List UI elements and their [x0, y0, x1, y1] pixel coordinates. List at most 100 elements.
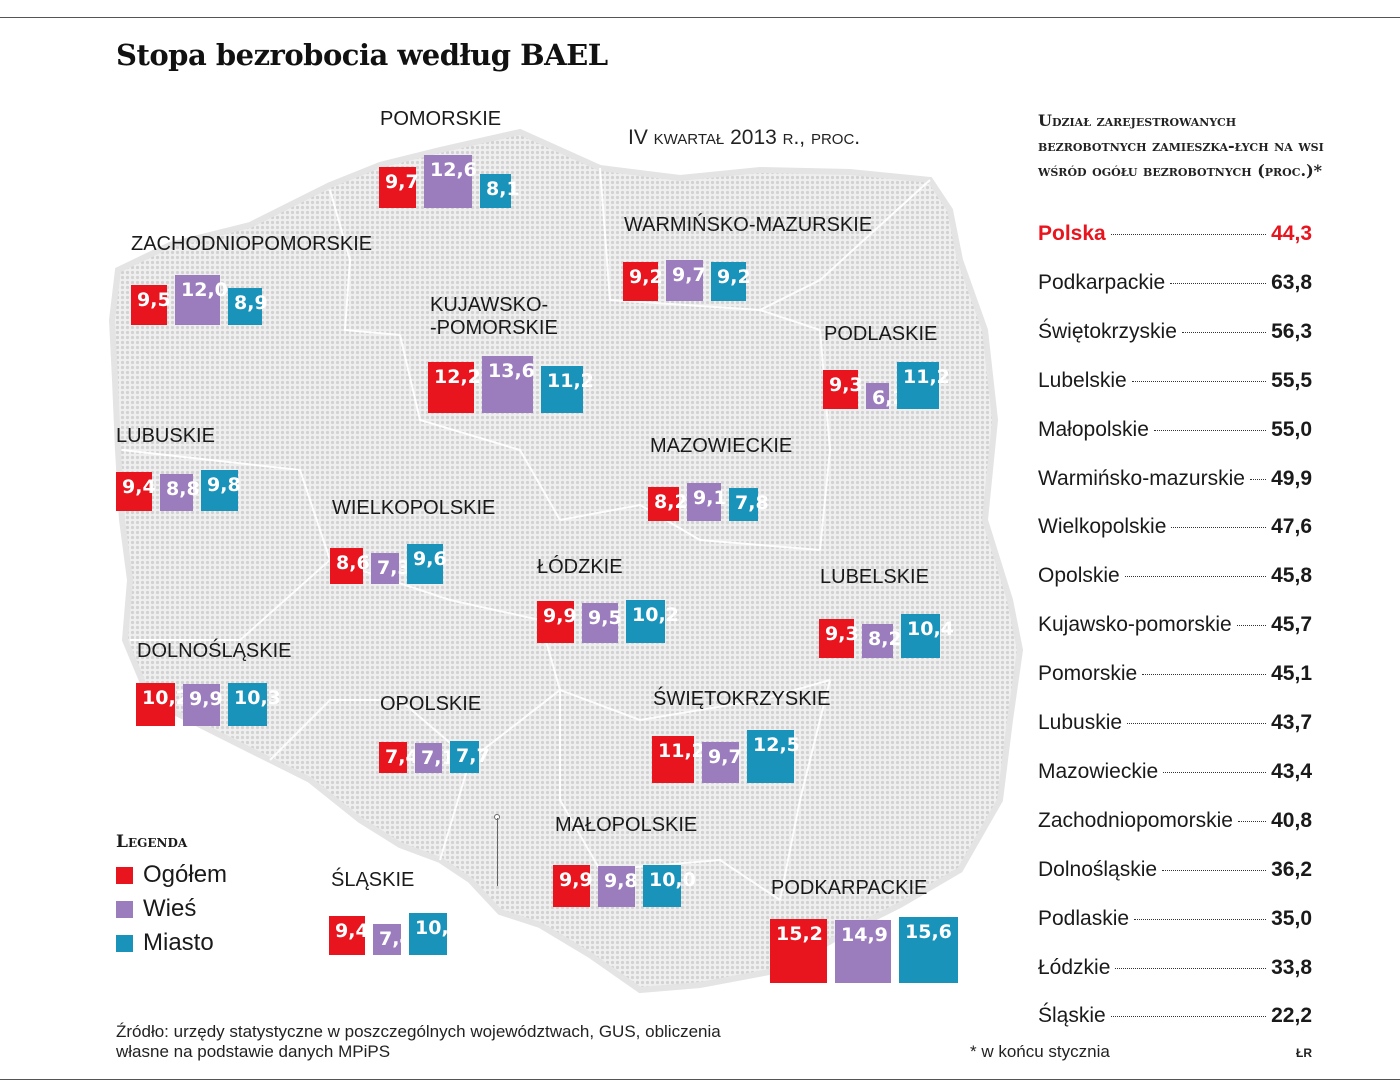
- source-text: Źródło: urzędy statystyczne w poszczegól…: [116, 1022, 721, 1061]
- bar-podlaskie-miasto: 11,2: [897, 362, 950, 409]
- bar-value-label: 10,4: [907, 618, 954, 640]
- bar-value-label: 7,1: [421, 747, 455, 769]
- ranking-label: Dolnośląskie: [1038, 858, 1158, 881]
- legend: Legenda Ogółem Wieś Miasto: [116, 832, 227, 960]
- bar-warmińsko-mazurskie-wies: 9,7: [666, 260, 706, 301]
- bar-value-label: 9,4: [122, 476, 156, 498]
- ranking-label: Mazowieckie: [1038, 760, 1159, 783]
- bar-value-label: 12,6: [430, 159, 477, 181]
- footnote: * w końcu stycznia: [970, 1042, 1110, 1061]
- ranking-dot-leader: [1162, 870, 1267, 871]
- bar-value-label: 10,2: [632, 604, 679, 626]
- ranking-dot-leader: [1171, 527, 1267, 528]
- legend-swatch-ogolem: [116, 866, 133, 884]
- ranking-dot-leader: [1170, 283, 1267, 284]
- bar-podlaskie-wies: 6,2: [866, 383, 906, 409]
- bar-małopolskie-wies: 9,8: [598, 866, 638, 907]
- ranking-value: 63,8: [1271, 271, 1312, 294]
- bar-lubuskie-wies: 8,8: [160, 474, 200, 511]
- ranking-value: 35,0: [1271, 907, 1312, 930]
- ranking-row: Lubuskie 43,7: [1038, 711, 1312, 737]
- bar-podkarpackie-ogolem: 15,2: [770, 919, 827, 983]
- bar-value-label: 9,8: [604, 870, 638, 892]
- bar-dolnośląskie-ogolem: 10,2: [136, 683, 189, 726]
- bar-śląskie-wies: 7,4: [373, 924, 413, 955]
- ranking-label: Łódzkie: [1038, 956, 1111, 979]
- ranking-dot-leader: [1163, 772, 1267, 773]
- ranking-value: 45,8: [1271, 564, 1312, 587]
- bar-śląskie-miasto: 10,0: [409, 913, 462, 955]
- bar-value-label: 9,7: [672, 264, 706, 286]
- ranking-row: Śląskie 22,2: [1038, 1004, 1312, 1030]
- bar-wielkopolskie-miasto: 9,6: [407, 544, 447, 584]
- region-label-mazowieckie: MAZOWIECKIE: [650, 435, 793, 457]
- ranking-row: Podlaskie 35,0: [1038, 907, 1312, 933]
- bar-warmińsko-mazurskie-miasto: 9,2: [711, 262, 751, 301]
- bar-dolnośląskie-miasto: 10,3: [228, 683, 281, 726]
- bar-zachodniopomorskie-wies: 12,0: [175, 275, 228, 325]
- ranking-label: Śląskie: [1038, 1004, 1106, 1027]
- ranking-dot-leader: [1127, 723, 1267, 724]
- bar-value-label: 7,7: [456, 745, 490, 767]
- bar-podlaskie-ogolem: 9,3: [823, 370, 863, 409]
- bar-łódzkie-ogolem: 9,9: [537, 601, 577, 643]
- bar-opolskie-wies: 7,1: [415, 743, 455, 773]
- bar-value-label: 9,2: [717, 266, 751, 288]
- region-label-lubuskie: LUBUSKIE: [116, 425, 215, 447]
- bar-value-label: 9,9: [543, 605, 577, 627]
- bar-value-label: 8,9: [234, 292, 268, 314]
- ranking-dot-leader: [1110, 234, 1267, 235]
- ranking-value: 55,0: [1271, 418, 1312, 441]
- bar-mazowieckie-miasto: 7,8: [729, 488, 769, 521]
- ranking-label: Lubelskie: [1038, 369, 1127, 392]
- ranking-label: Kujawsko-pomorskie: [1038, 613, 1232, 636]
- bar-mazowieckie-ogolem: 8,2: [648, 487, 688, 521]
- bar-value-label: 9,2: [629, 266, 663, 288]
- region-label-wielkopolskie: WIELKOPOLSKIE: [332, 497, 496, 519]
- legend-item-miasto: Miasto: [116, 926, 227, 960]
- ranking-dot-leader: [1131, 381, 1267, 382]
- ranking-value: 43,7: [1271, 711, 1312, 734]
- ranking-row: Polska 44,3: [1038, 222, 1312, 248]
- bar-opolskie-ogolem: 7,4: [379, 742, 419, 773]
- ranking-row: Małopolskie 55,0: [1038, 418, 1312, 444]
- legend-label-wies: Wieś: [143, 895, 197, 922]
- bar-świętokrzyskie-miasto: 12,5: [747, 730, 800, 783]
- ranking-label: Lubuskie: [1038, 711, 1123, 734]
- bar-value-label: 8,8: [166, 478, 200, 500]
- ranking-label: Opolskie: [1038, 564, 1120, 587]
- bar-lubelskie-miasto: 10,4: [901, 614, 954, 658]
- bar-śląskie-ogolem: 9,4: [329, 916, 369, 955]
- bar-pomorskie-miasto: 8,1: [480, 174, 520, 208]
- bar-value-label: 8,6: [336, 552, 370, 574]
- chart-subtitle: IV kwartał 2013 r., proc.: [628, 126, 861, 149]
- ranking-value: 44,3: [1271, 222, 1312, 245]
- legend-swatch-wies: [116, 900, 133, 918]
- region-label-lubelskie: LUBELSKIE: [820, 566, 929, 588]
- ranking-value: 49,9: [1271, 467, 1312, 490]
- legend-item-wies: Wieś: [116, 892, 227, 926]
- bar-value-label: 9,7: [708, 746, 742, 768]
- ranking-label: Podkarpackie: [1038, 271, 1166, 294]
- ranking-value: 40,8: [1271, 809, 1312, 832]
- ranking-dot-leader: [1249, 479, 1267, 480]
- ranking-label: Wielkopolskie: [1038, 515, 1167, 538]
- ranking-label: Zachodniopomorskie: [1038, 809, 1233, 832]
- bar-podkarpackie-miasto: 15,6: [899, 917, 958, 983]
- ranking-row: Opolskie 45,8: [1038, 564, 1312, 590]
- bar-pomorskie-ogolem: 9,7: [379, 167, 419, 208]
- bar-kujawsko-pomorskie-wies: 13,6: [482, 356, 535, 413]
- bar-łódzkie-miasto: 10,2: [626, 600, 679, 643]
- bar-value-label: 9,5: [137, 289, 171, 311]
- bar-value-label: 9,8: [207, 474, 241, 496]
- ranking-value: 56,3: [1271, 320, 1312, 343]
- bar-value-label: 8,2: [654, 491, 688, 513]
- bar-value-label: 9,4: [335, 920, 369, 942]
- source-note: Źródło: urzędy statystyczne w poszczegól…: [116, 1022, 736, 1062]
- ranking-value: 36,2: [1271, 858, 1312, 881]
- bar-value-label: 8,1: [486, 178, 520, 200]
- bar-value-label: 15,6: [905, 921, 952, 943]
- ranking-value: 45,1: [1271, 662, 1312, 685]
- bar-małopolskie-ogolem: 9,9: [553, 865, 593, 907]
- bar-świętokrzyskie-wies: 9,7: [702, 742, 742, 783]
